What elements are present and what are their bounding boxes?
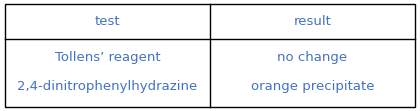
Text: Tollens’ reagent: Tollens’ reagent [55,51,160,64]
Text: orange precipitate: orange precipitate [251,80,374,93]
Text: test: test [94,15,121,28]
Text: 2,4-dinitrophenylhydrazine: 2,4-dinitrophenylhydrazine [17,80,198,93]
Text: no change: no change [278,51,347,64]
Text: result: result [294,15,331,28]
